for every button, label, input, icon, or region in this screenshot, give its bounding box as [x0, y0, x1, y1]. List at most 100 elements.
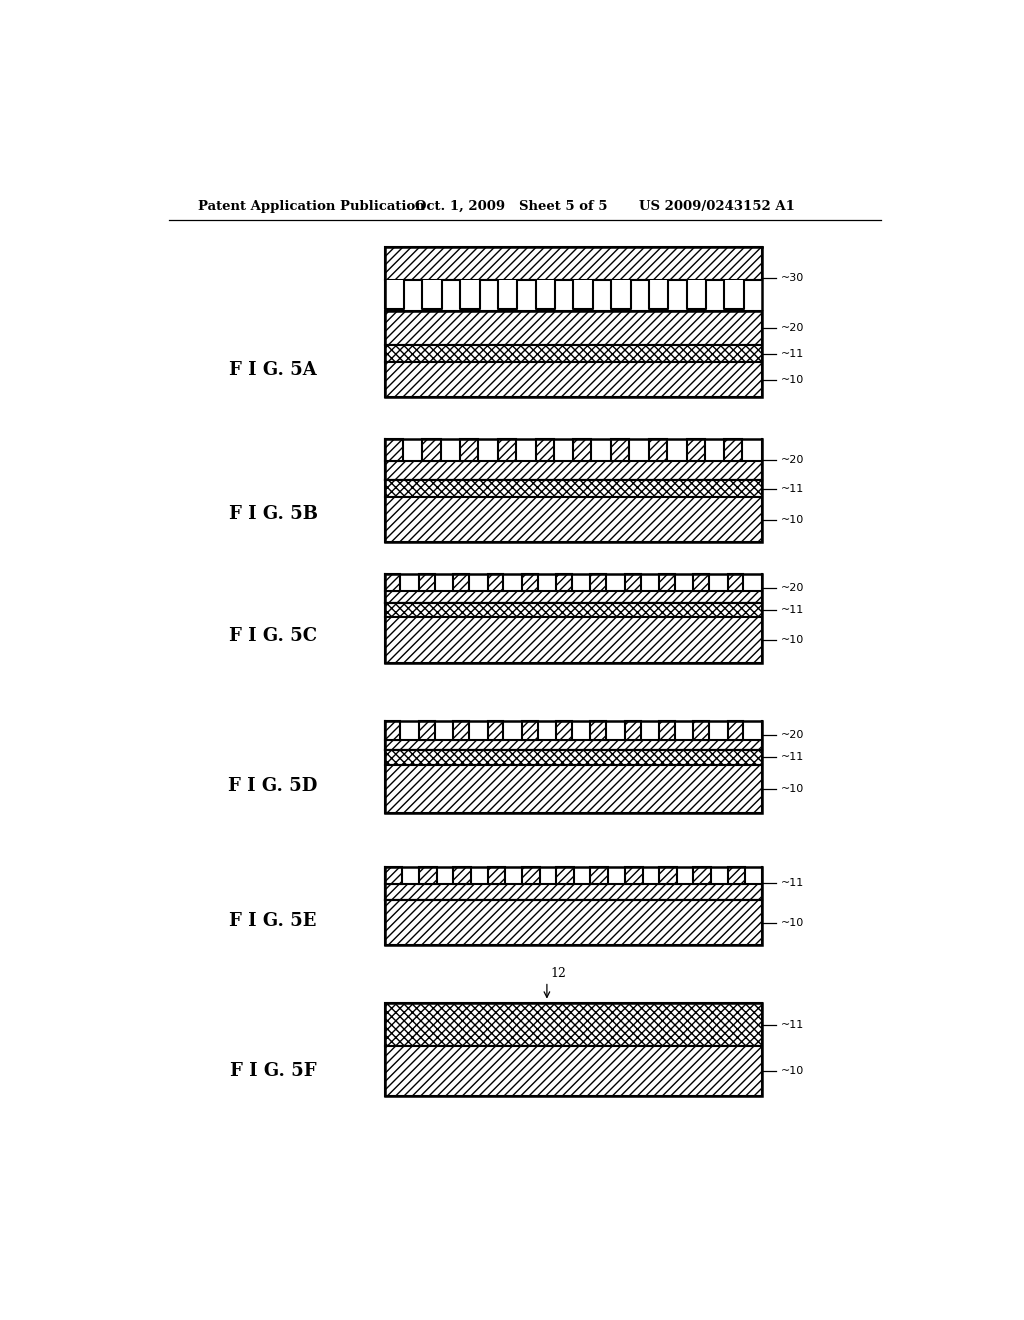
Bar — [693, 574, 710, 591]
Bar — [385, 900, 762, 945]
Text: ~10: ~10 — [781, 1067, 805, 1076]
Text: US 2009/0243152 A1: US 2009/0243152 A1 — [639, 199, 795, 213]
Bar — [385, 591, 762, 603]
Bar — [385, 480, 762, 498]
Bar — [555, 280, 573, 309]
Text: ~10: ~10 — [781, 375, 805, 384]
Bar — [385, 721, 762, 813]
Bar — [649, 440, 667, 461]
Bar — [454, 867, 471, 884]
Bar — [631, 280, 649, 309]
Bar — [487, 574, 504, 591]
Text: ~20: ~20 — [781, 455, 805, 465]
Bar — [460, 280, 479, 309]
Bar — [385, 867, 402, 884]
Bar — [498, 440, 516, 461]
Bar — [517, 280, 536, 309]
Text: F I G. 5A: F I G. 5A — [229, 362, 316, 379]
Bar — [419, 721, 435, 741]
Bar — [591, 867, 608, 884]
Bar — [385, 884, 762, 900]
Bar — [591, 721, 606, 741]
Text: ~11: ~11 — [781, 483, 805, 494]
Bar — [419, 574, 435, 591]
Bar — [479, 280, 498, 309]
Bar — [724, 280, 743, 309]
Bar — [556, 721, 572, 741]
Bar — [536, 440, 554, 461]
Bar — [743, 280, 762, 309]
Text: ~30: ~30 — [781, 273, 805, 282]
Bar — [460, 440, 478, 461]
Bar — [593, 280, 611, 309]
Bar — [385, 312, 762, 345]
Text: ~10: ~10 — [781, 635, 805, 645]
Text: Patent Application Publication: Patent Application Publication — [199, 199, 425, 213]
Text: ~11: ~11 — [781, 1019, 805, 1030]
Bar — [385, 721, 400, 741]
Bar — [728, 574, 743, 591]
Bar — [385, 603, 762, 618]
Bar — [573, 280, 593, 309]
Bar — [385, 345, 762, 363]
Bar — [625, 721, 641, 741]
Bar — [707, 280, 724, 309]
Bar — [385, 766, 762, 813]
Bar — [442, 280, 460, 309]
Bar — [522, 721, 538, 741]
Bar — [556, 574, 572, 591]
Bar — [419, 867, 437, 884]
Bar — [693, 721, 710, 741]
Bar — [385, 498, 762, 543]
Bar — [454, 721, 469, 741]
Text: 12: 12 — [551, 968, 566, 979]
Text: Oct. 1, 2009   Sheet 5 of 5: Oct. 1, 2009 Sheet 5 of 5 — [416, 199, 608, 213]
Bar — [385, 1003, 762, 1047]
Text: ~11: ~11 — [781, 348, 805, 359]
Bar — [611, 440, 629, 461]
Bar — [385, 461, 762, 480]
Bar — [385, 574, 762, 663]
Bar — [522, 867, 540, 884]
Bar — [693, 867, 712, 884]
Bar — [686, 280, 707, 309]
Text: ~11: ~11 — [781, 878, 805, 888]
Text: ~10: ~10 — [781, 917, 805, 928]
Bar — [385, 363, 762, 397]
Bar — [536, 280, 555, 309]
Bar — [724, 440, 742, 461]
Text: F I G. 5B: F I G. 5B — [228, 506, 317, 523]
Bar — [385, 1047, 762, 1096]
Bar — [385, 440, 402, 461]
Bar — [591, 574, 606, 591]
Bar — [573, 440, 592, 461]
Text: ~11: ~11 — [781, 605, 805, 615]
Bar — [385, 312, 762, 397]
Bar — [625, 574, 641, 591]
Bar — [385, 247, 762, 280]
Text: ~20: ~20 — [781, 323, 805, 333]
Bar — [487, 867, 506, 884]
Text: ~10: ~10 — [781, 515, 805, 524]
Bar — [385, 574, 400, 591]
Bar — [498, 280, 517, 309]
Text: ~20: ~20 — [781, 583, 805, 594]
Text: ~10: ~10 — [781, 784, 805, 795]
Bar — [422, 280, 442, 309]
Bar — [669, 280, 686, 309]
Bar — [385, 741, 762, 750]
Bar — [659, 721, 675, 741]
Text: F I G. 5E: F I G. 5E — [229, 912, 316, 929]
Bar — [385, 440, 762, 543]
Bar — [522, 574, 538, 591]
Bar — [385, 280, 404, 309]
Bar — [728, 867, 745, 884]
Bar — [385, 867, 762, 945]
Text: F I G. 5D: F I G. 5D — [228, 777, 317, 795]
Text: F I G. 5F: F I G. 5F — [229, 1061, 316, 1080]
Text: ~11: ~11 — [781, 752, 805, 763]
Bar — [611, 280, 631, 309]
Bar — [385, 750, 762, 766]
Bar — [625, 867, 643, 884]
Text: ~20: ~20 — [781, 730, 805, 741]
